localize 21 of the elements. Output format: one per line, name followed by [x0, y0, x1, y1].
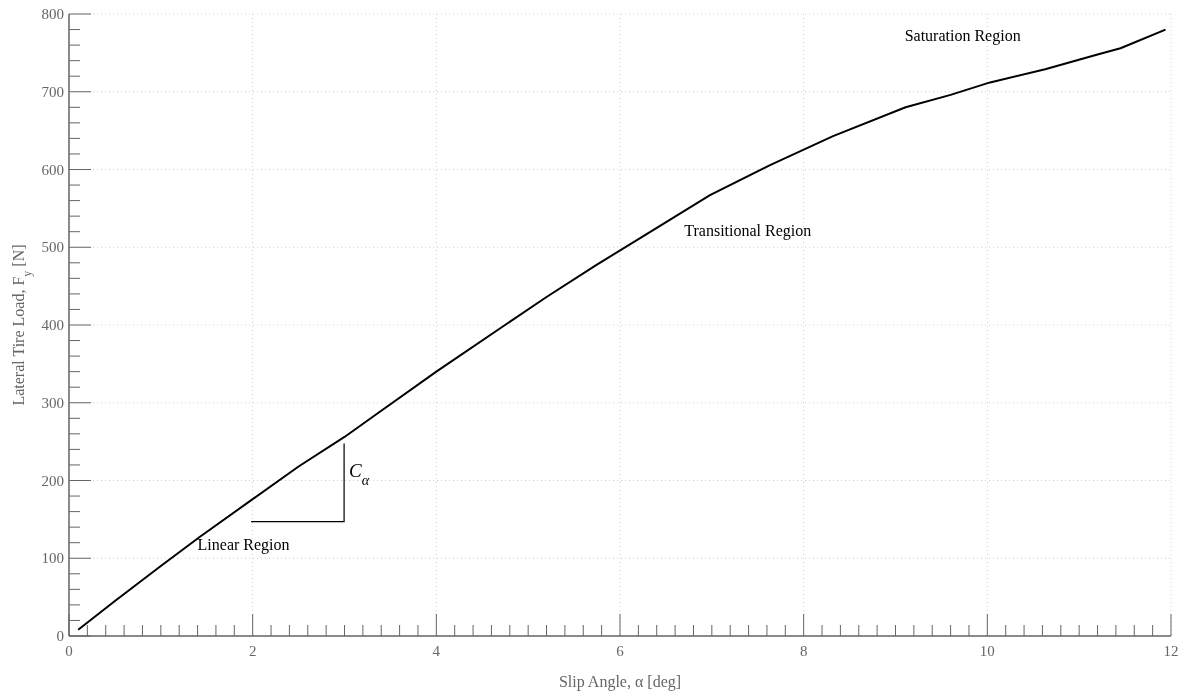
y-tick-label: 300: [41, 394, 64, 411]
y-tick-label: 800: [41, 6, 64, 22]
annotation: Saturation Region: [904, 27, 1021, 46]
x-tick-label: 2: [248, 643, 257, 659]
y-tick-label: 0: [56, 628, 64, 644]
x-axis-title: Slip Angle, α [deg]: [558, 673, 682, 691]
y-tick-label: 700: [41, 83, 64, 100]
y-tick-label: 100: [41, 550, 64, 567]
line-series: [77, 28, 1167, 631]
y-tick-label: 400: [41, 317, 64, 333]
annotation: Transitional Region: [684, 221, 812, 240]
x-tick-label: 10: [979, 643, 995, 659]
x-tick-label: 8: [799, 643, 808, 659]
y-tick-label: 600: [41, 161, 64, 178]
x-tick-label: 12: [1163, 643, 1179, 659]
x-tick-label: 4: [432, 643, 441, 659]
x-tick-label: 6: [616, 643, 625, 659]
y-tick-label: 500: [41, 239, 64, 256]
annotation: C$_{α}$: [349, 459, 370, 488]
annotation: Linear Region: [197, 536, 290, 555]
y-tick-label: 200: [41, 472, 64, 489]
